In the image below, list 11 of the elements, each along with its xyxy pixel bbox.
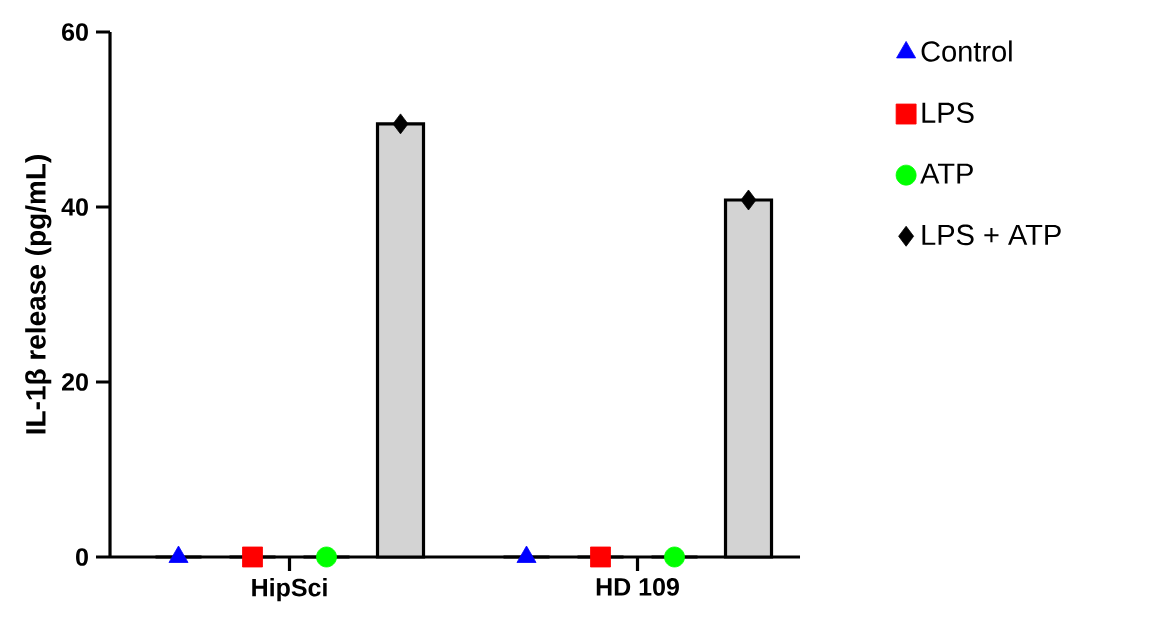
legend-label: LPS + ATP <box>922 224 1061 246</box>
y-tick-label: 20 <box>62 373 88 391</box>
y-tick-label: 60 <box>62 23 88 41</box>
y-axis-title: IL-1β release (pg/mL) <box>25 155 52 434</box>
legend-label: ATP <box>920 163 973 184</box>
legend-label: LPS <box>922 102 974 123</box>
y-tick-label: 0 <box>76 548 88 566</box>
x-tick-label: HD 109 <box>596 578 679 596</box>
legend-label: Control <box>921 40 1012 62</box>
y-tick-label: 40 <box>61 198 88 216</box>
x-tick-label: HipSci <box>252 578 327 602</box>
